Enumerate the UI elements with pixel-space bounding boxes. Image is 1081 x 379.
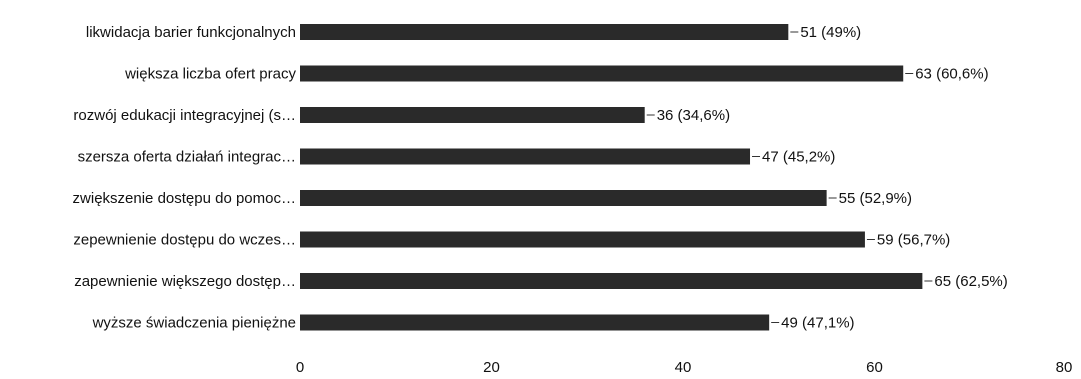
bar	[300, 273, 923, 289]
bar	[300, 24, 789, 40]
bar	[300, 314, 770, 331]
bar	[300, 148, 751, 165]
bar	[300, 107, 645, 123]
value-label: 36 (34,6%)	[657, 107, 730, 124]
category-label: zwiększenie dostępu do pomoc…	[73, 190, 296, 207]
value-label: 63 (60,6%)	[915, 66, 988, 83]
value-label: 47 (45,2%)	[762, 149, 835, 166]
value-label: 51 (49%)	[800, 24, 861, 41]
x-tick-label: 0	[296, 359, 304, 376]
value-label: 59 (56,7%)	[877, 232, 950, 249]
category-label: rozwój edukacji integracyjnej (s…	[73, 107, 296, 124]
value-label: 49 (47,1%)	[781, 315, 854, 332]
category-label: likwidacja barier funkcjonalnych	[86, 24, 296, 41]
value-label: 65 (62,5%)	[934, 273, 1007, 290]
x-tick-label: 60	[866, 359, 883, 376]
category-label: większa liczba ofert pracy	[124, 66, 296, 83]
x-tick-label: 20	[483, 359, 500, 376]
category-label: szersza oferta działań integrac…	[78, 149, 296, 166]
category-label: zapewnienie większego dostęp…	[74, 273, 296, 290]
bars	[300, 24, 923, 331]
bar	[300, 65, 904, 82]
category-label: wyższe świadczenia pieniężne	[92, 315, 296, 332]
value-label: 55 (52,9%)	[839, 190, 912, 207]
value-labels: 51 (49%) 63 (60,6%) 36 (34,6%) 47 (45,2%) 55…	[646, 24, 1008, 332]
x-tick-label: 80	[1056, 359, 1073, 376]
category-labels: likwidacja barier funkcjonalnych większa …	[73, 24, 297, 332]
category-label: zepewnienie dostępu do wczes…	[73, 232, 296, 249]
x-tick-label: 40	[675, 359, 692, 376]
bar	[300, 231, 865, 248]
x-axis-ticks: 0 20 40 60 80	[296, 359, 1073, 376]
bar	[300, 190, 827, 206]
